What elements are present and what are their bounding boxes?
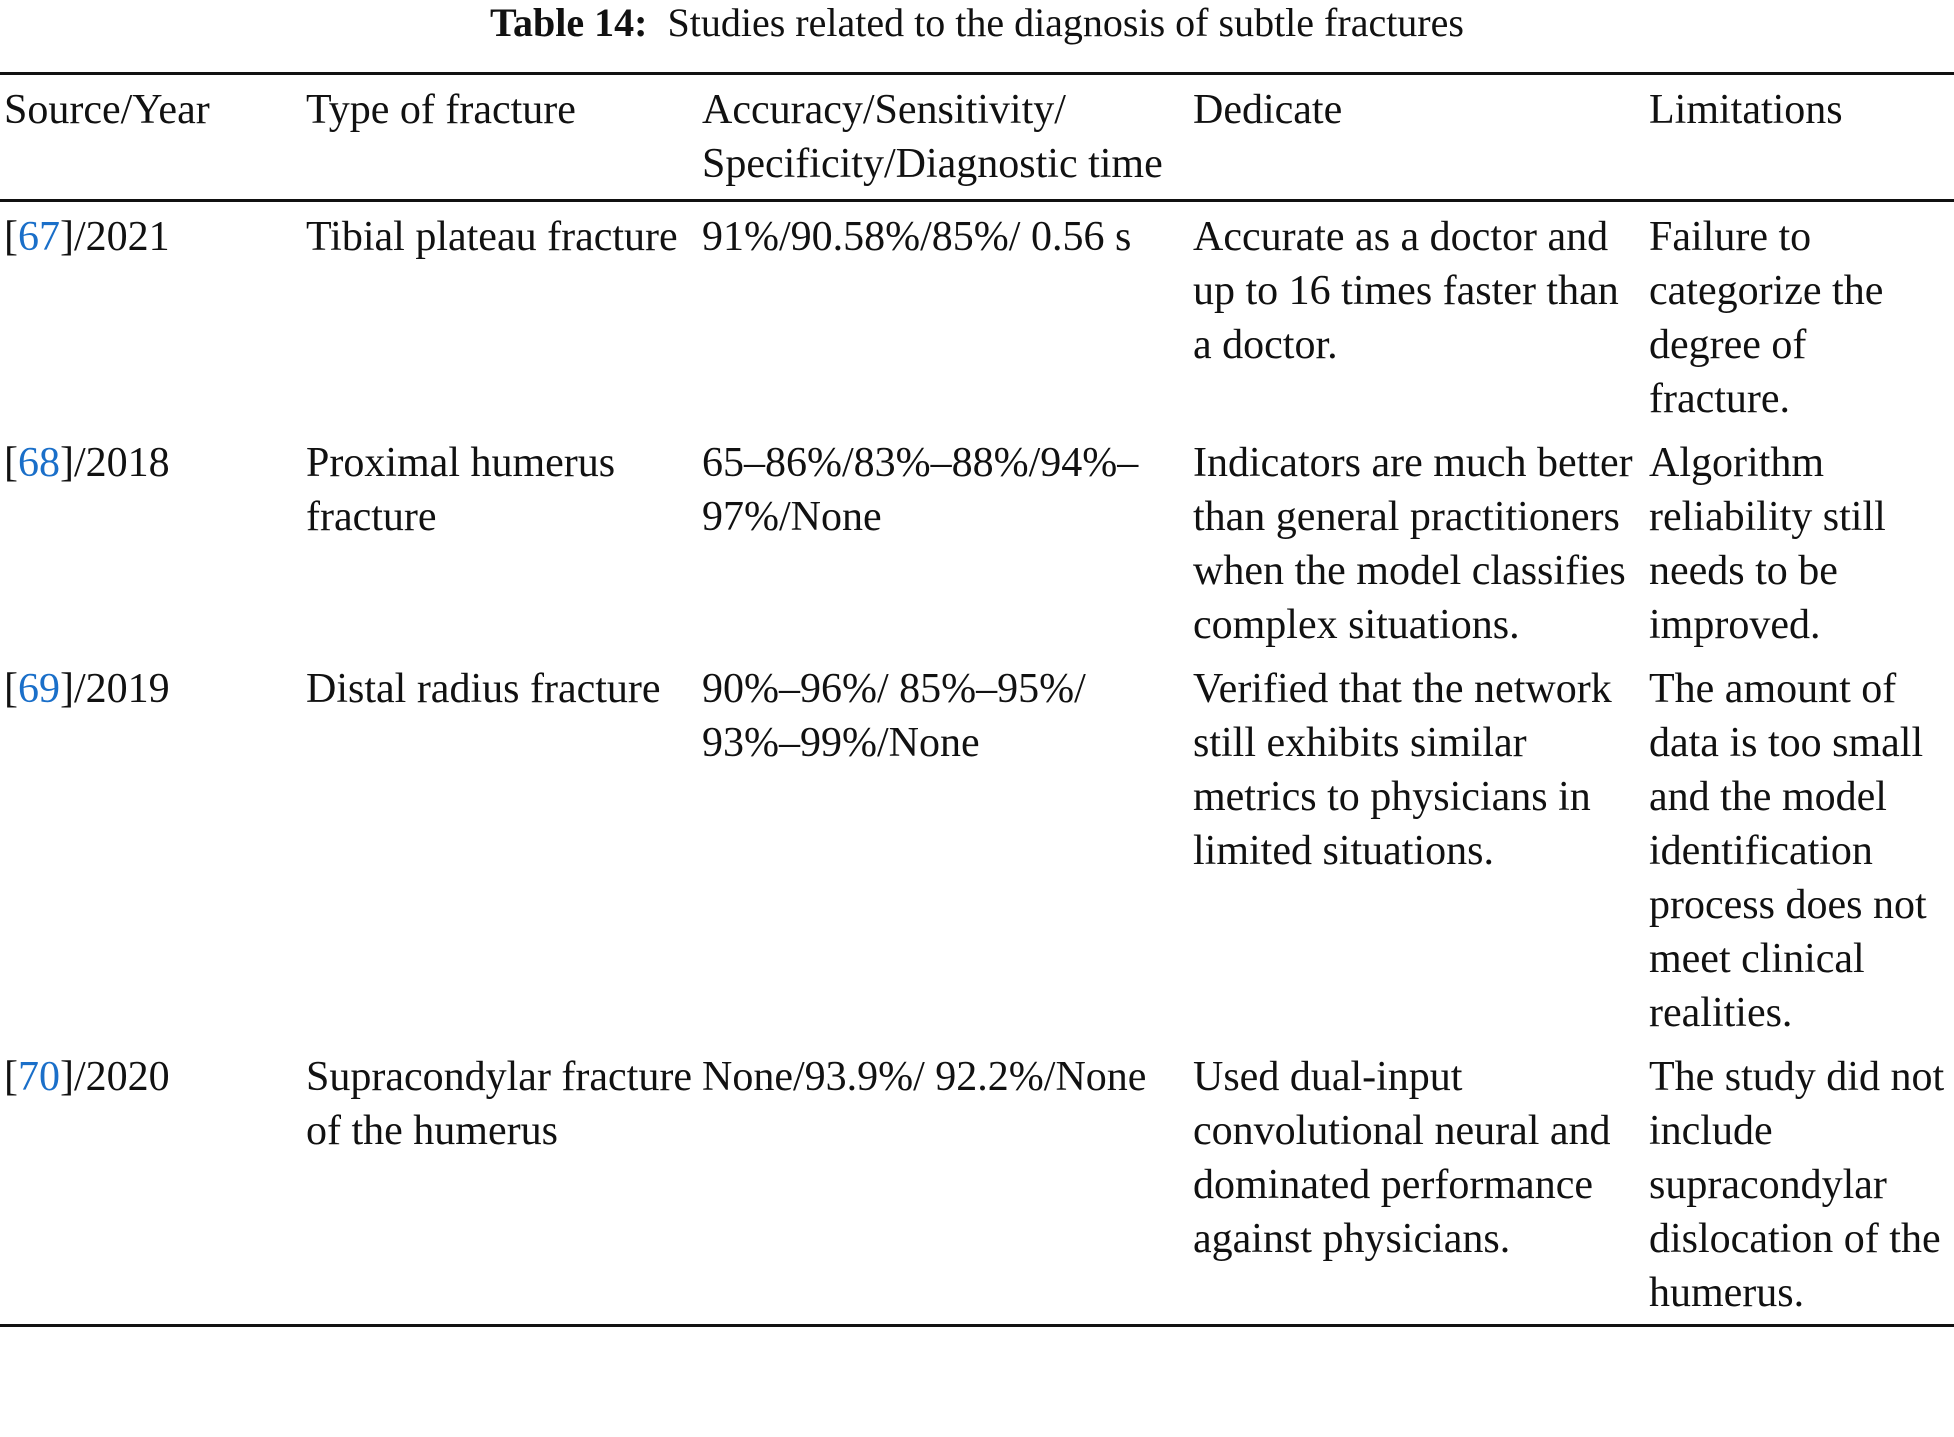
cell-limitations: The amount of data is too small and the … xyxy=(1649,666,1927,1036)
cell-type: Supracondylar fracture of the humerus xyxy=(306,1054,692,1154)
year: ]/2019 xyxy=(60,666,170,712)
reference-link[interactable]: 69 xyxy=(18,666,60,712)
cell-limitations: Algorithm reliability still needs to be … xyxy=(1649,440,1886,648)
cell-source-year: [69]/2019 xyxy=(4,666,170,712)
cell-type: Tibial plateau fracture xyxy=(306,214,678,260)
cell-source-year: [68]/2018 xyxy=(4,440,170,486)
year: ]/2020 xyxy=(60,1054,170,1100)
table-row: [70]/2020 Supracondylar fracture of the h… xyxy=(0,1044,1954,1326)
cell-type: Proximal humerus fracture xyxy=(306,440,616,540)
reference-link[interactable]: 70 xyxy=(18,1054,60,1100)
col-dedicate: Dedicate xyxy=(1193,87,1343,133)
cell-dedicate: Indicators are much better than general … xyxy=(1193,440,1633,648)
col-limitations: Limitations xyxy=(1649,87,1843,133)
cell-limitations: Failure to categorize the degree of frac… xyxy=(1649,214,1884,422)
cell-source-year: [67]/2021 xyxy=(4,214,170,260)
cell-dedicate: Verified that the network still exhibits… xyxy=(1193,666,1612,874)
cell-type: Distal radius fracture xyxy=(306,666,661,712)
cell-dedicate: Accurate as a doctor and up to 16 times … xyxy=(1193,214,1619,368)
cell-metrics: 91%/90.58%/85%/ 0.56 s xyxy=(702,214,1132,260)
col-type: Type of fracture xyxy=(306,87,576,133)
caption-label: Table 14: xyxy=(490,0,648,45)
year: ]/2018 xyxy=(60,440,170,486)
col-source-year: Source/Year xyxy=(4,87,210,133)
cell-metrics: 90%–96%/ 85%–95%/ 93%–99%/None xyxy=(702,666,1086,766)
col-metrics: Accuracy/Sensitivity/ Specificity/Diagno… xyxy=(702,87,1163,187)
studies-table: Source/Year Type of fracture Accuracy/Se… xyxy=(0,72,1954,1327)
reference-link[interactable]: 67 xyxy=(18,214,60,260)
caption-text: Studies related to the diagnosis of subt… xyxy=(667,0,1464,45)
table-row: [68]/2018 Proximal humerus fracture 65–86%… xyxy=(0,430,1954,656)
cell-metrics: 65–86%/83%–88%/94%–97%/None xyxy=(702,440,1139,540)
cell-metrics: None/93.9%/ 92.2%/None xyxy=(702,1054,1147,1100)
table-caption: Table 14: Studies related to the diagnos… xyxy=(0,0,1954,46)
header-row: Source/Year Type of fracture Accuracy/Se… xyxy=(0,73,1954,201)
table-row: [69]/2019 Distal radius fracture 90%–96%/ … xyxy=(0,656,1954,1044)
cell-dedicate: Used dual-input convolutional neural and… xyxy=(1193,1054,1611,1262)
cell-source-year: [70]/2020 xyxy=(4,1054,170,1100)
reference-link[interactable]: 68 xyxy=(18,440,60,486)
cell-limitations: The study did not include supracondylar … xyxy=(1649,1054,1945,1316)
year: ]/2021 xyxy=(60,214,170,260)
table-row: [67]/2021 Tibial plateau fracture 91%/90.5… xyxy=(0,201,1954,431)
